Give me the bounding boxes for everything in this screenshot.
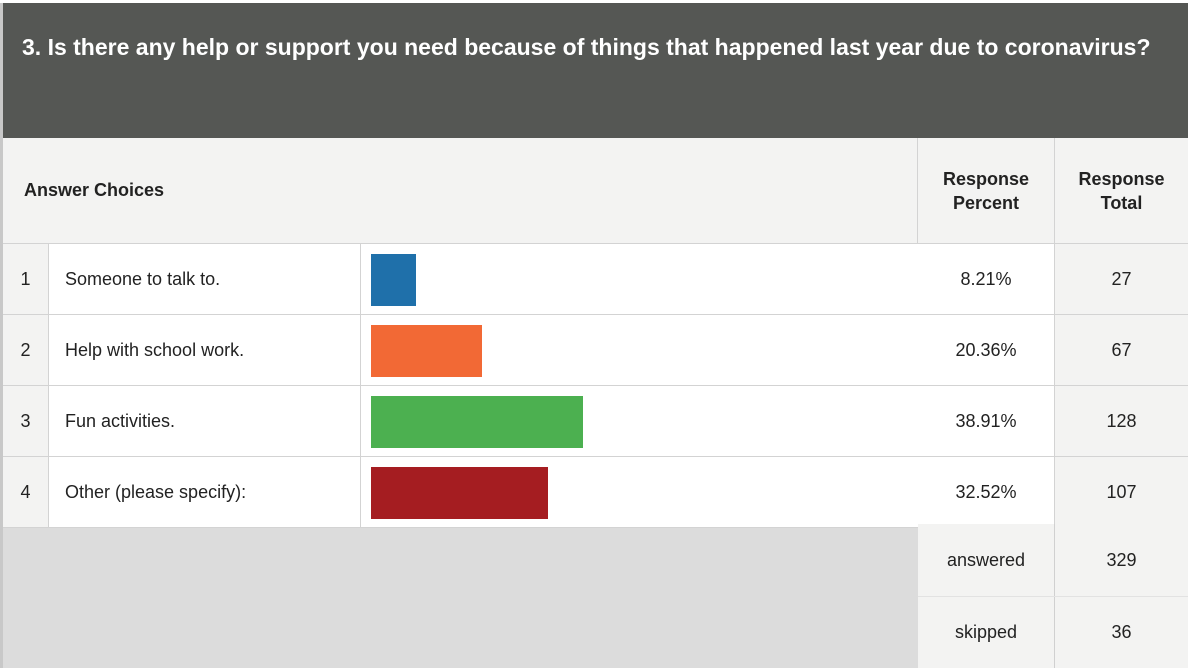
- row-number-text: 1: [20, 268, 31, 289]
- response-total: 67: [1055, 315, 1188, 385]
- response-percent-value: 8.21%: [960, 268, 1012, 289]
- row-number-text: 3: [20, 410, 31, 431]
- bar-cell: [361, 386, 918, 456]
- response-percent-header-line2: Percent: [952, 192, 1020, 213]
- row-divider: [3, 527, 918, 528]
- skipped-label: skipped: [954, 622, 1018, 642]
- response-total-value: 27: [1111, 268, 1132, 289]
- response-total-header-line1: Response: [1078, 168, 1165, 189]
- answer-choice: Fun activities.: [49, 386, 361, 456]
- skipped-label-cell: skipped: [918, 597, 1055, 668]
- response-total-header: Response Total: [1055, 138, 1188, 243]
- response-percent: 38.91%: [918, 386, 1055, 456]
- summary-divider: [918, 596, 1188, 597]
- response-grid: Answer Choices Response Percent Response…: [3, 138, 1188, 668]
- row-number-text: 4: [20, 481, 31, 502]
- answer-choices-header: Answer Choices: [3, 138, 918, 243]
- answer-choice-label: Fun activities.: [65, 410, 176, 431]
- response-percent: 20.36%: [918, 315, 1055, 385]
- response-total-value: 128: [1106, 410, 1137, 431]
- answered-value-cell: 329: [1055, 524, 1188, 596]
- skipped-value: 36: [1111, 622, 1132, 642]
- response-total: 107: [1055, 457, 1188, 527]
- response-bar: [371, 467, 548, 519]
- row-divider: [3, 385, 1188, 386]
- response-percent-value: 20.36%: [955, 339, 1017, 360]
- response-percent: 8.21%: [918, 244, 1055, 314]
- response-percent: 32.52%: [918, 457, 1055, 527]
- answer-choice-label: Help with school work.: [65, 339, 245, 360]
- row-number: 1: [3, 244, 49, 314]
- row-number-text: 2: [20, 339, 31, 360]
- response-bar: [371, 325, 482, 377]
- row-number: 4: [3, 457, 49, 527]
- response-percent-value: 38.91%: [955, 410, 1017, 431]
- row-divider: [3, 456, 1188, 457]
- survey-question-table: 3. Is there any help or support you need…: [0, 3, 1188, 668]
- response-total-value: 107: [1106, 481, 1137, 502]
- response-bar: [371, 396, 583, 448]
- response-total-value: 67: [1111, 339, 1132, 360]
- bar-cell: [361, 244, 918, 314]
- response-total-header-line2: Total: [1100, 192, 1143, 213]
- response-bar: [371, 254, 416, 306]
- response-percent-header-line1: Response: [942, 168, 1030, 189]
- answer-choice: Help with school work.: [49, 315, 361, 385]
- row-number: 2: [3, 315, 49, 385]
- bar-cell: [361, 457, 918, 527]
- header-divider: [3, 243, 1188, 244]
- answer-choice-label: Someone to talk to.: [65, 268, 221, 289]
- response-percent-value: 32.52%: [955, 481, 1017, 502]
- answer-choices-header-label: Answer Choices: [24, 180, 165, 200]
- answer-choice: Other (please specify):: [49, 457, 361, 527]
- response-total: 27: [1055, 244, 1188, 314]
- question-title: 3. Is there any help or support you need…: [3, 3, 1188, 138]
- answered-value: 329: [1106, 549, 1137, 570]
- bar-cell: [361, 315, 918, 385]
- row-divider: [3, 314, 1188, 315]
- answer-choice-label: Other (please specify):: [65, 481, 247, 502]
- answered-label: answered: [946, 549, 1026, 570]
- row-number: 3: [3, 386, 49, 456]
- response-percent-header: Response Percent: [918, 138, 1055, 243]
- answered-label-cell: answered: [918, 524, 1055, 596]
- response-total: 128: [1055, 386, 1188, 456]
- answer-choice: Someone to talk to.: [49, 244, 361, 314]
- skipped-value-cell: 36: [1055, 597, 1188, 668]
